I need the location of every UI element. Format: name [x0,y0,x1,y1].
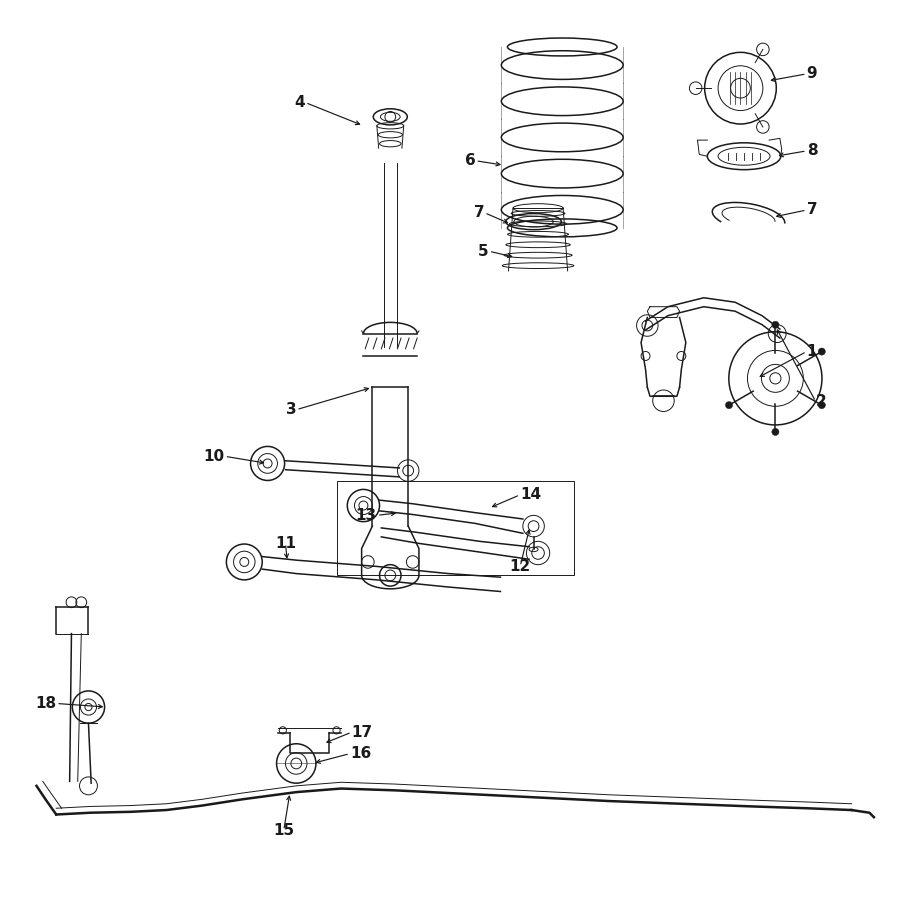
Circle shape [726,401,733,409]
Text: 13: 13 [356,508,377,523]
Text: 3: 3 [285,402,296,418]
Text: 4: 4 [294,95,305,110]
Circle shape [771,428,779,436]
Circle shape [818,401,825,409]
Circle shape [818,348,825,356]
Text: 10: 10 [204,449,224,464]
Text: 7: 7 [806,202,817,218]
Bar [336,482,574,575]
Text: 8: 8 [806,143,817,158]
Text: 15: 15 [274,824,294,838]
Text: 18: 18 [35,696,57,711]
Text: 12: 12 [509,559,531,574]
Text: 16: 16 [350,746,371,761]
Text: 5: 5 [478,244,489,258]
Text: 14: 14 [520,487,541,502]
Circle shape [771,321,779,328]
Text: 7: 7 [474,205,484,220]
Text: 2: 2 [815,394,826,410]
Text: 1: 1 [806,344,817,359]
Text: 9: 9 [806,67,817,81]
Text: 6: 6 [465,153,475,168]
Text: 17: 17 [352,724,373,740]
Text: 11: 11 [275,536,296,551]
